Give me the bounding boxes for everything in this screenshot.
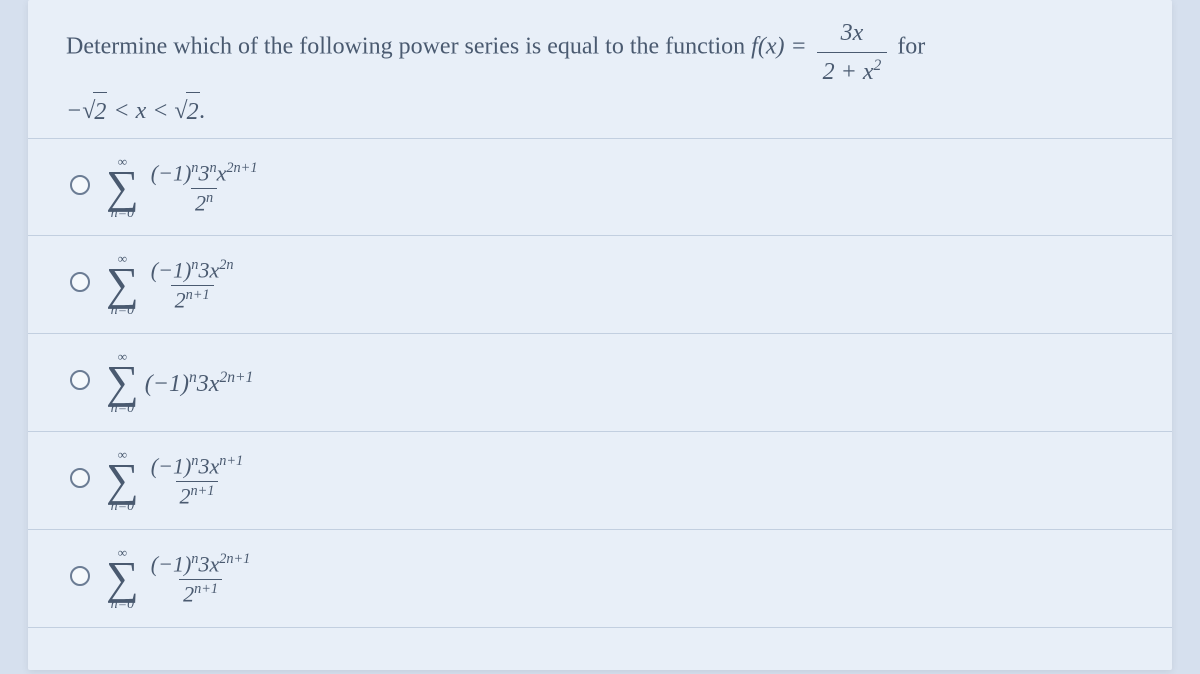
numerator: (−1)n3x2n+1 (147, 552, 255, 579)
interval-mid: < x < (107, 98, 174, 124)
numerator: (−1)n3nx2n+1 (147, 161, 262, 188)
option-row[interactable]: ∞ ∑ n=0 (−1)n3xn+1 2n+1 (28, 432, 1172, 530)
option-row[interactable]: ∞ ∑ n=0 (−1)n3x2n 2n+1 (28, 236, 1172, 334)
question-prefix: Determine which of the following power s… (66, 33, 751, 59)
denominator: 2n+1 (171, 285, 214, 313)
option-row[interactable]: ∞ ∑ n=0 (−1)n3nx2n+1 2n (28, 138, 1172, 236)
radio-button[interactable] (70, 175, 90, 195)
den-base: 2 + x (823, 59, 874, 85)
denominator: 2n+1 (179, 579, 222, 607)
sigma-icon: ∞ ∑ n=0 (106, 350, 139, 416)
interval: −√2 < x < √2. (66, 98, 206, 124)
option-fraction: (−1)n3x2n 2n+1 (147, 258, 238, 312)
function-rhs-fraction: 3x 2 + x2 (817, 14, 888, 92)
sqrt-left: √2 (82, 92, 107, 131)
radio-button[interactable] (70, 468, 90, 488)
fraction-numerator: 3x (817, 14, 888, 52)
question-suffix: for (897, 33, 925, 59)
function-lhs: f(x) = (751, 33, 813, 59)
fraction-denominator: 2 + x2 (817, 52, 888, 91)
options-list: ∞ ∑ n=0 (−1)n3nx2n+1 2n ∞ (28, 138, 1172, 628)
numerator: (−1)n3xn+1 (147, 454, 247, 481)
sigma-icon: ∞ ∑ n=0 (106, 252, 139, 318)
option-formula: ∞ ∑ n=0 (−1)n3nx2n+1 2n (106, 149, 263, 227)
interval-end: . (200, 98, 206, 124)
question-text: Determine which of the following power s… (66, 14, 1146, 131)
radio-button[interactable] (70, 566, 90, 586)
sigma-icon: ∞ ∑ n=0 (106, 448, 139, 514)
question-sheet: Determine which of the following power s… (28, 0, 1172, 670)
sigma-icon: ∞ ∑ n=0 (106, 546, 139, 612)
sqrt-right: √2 (174, 92, 199, 131)
option-fraction: (−1)n3nx2n+1 2n (147, 161, 262, 215)
option-fraction: (−1)n3xn+1 2n+1 (147, 454, 247, 508)
option-formula: ∞ ∑ n=0 (−1)n3x2n+1 2n+1 (106, 540, 256, 618)
option-formula: ∞ ∑ n=0 (−1)n3x2n 2n+1 (106, 246, 240, 324)
option-formula: ∞ ∑ n=0 (−1)n3x2n+1 (106, 344, 253, 422)
option-row[interactable]: ∞ ∑ n=0 (−1)n3x2n+1 (28, 334, 1172, 432)
interval-minus: − (66, 98, 82, 124)
numerator: (−1)n3x2n (147, 258, 238, 285)
denominator: 2n (191, 188, 217, 216)
denominator: 2n+1 (176, 481, 219, 509)
option-fraction: (−1)n3x2n+1 2n+1 (147, 552, 255, 606)
radio-button[interactable] (70, 272, 90, 292)
option-expression: (−1)n3x2n+1 (145, 369, 254, 398)
den-exp: 2 (874, 57, 882, 74)
option-formula: ∞ ∑ n=0 (−1)n3xn+1 2n+1 (106, 442, 249, 520)
radio-button[interactable] (70, 370, 90, 390)
sigma-icon: ∞ ∑ n=0 (106, 155, 139, 221)
option-row[interactable]: ∞ ∑ n=0 (−1)n3x2n+1 2n+1 (28, 530, 1172, 628)
